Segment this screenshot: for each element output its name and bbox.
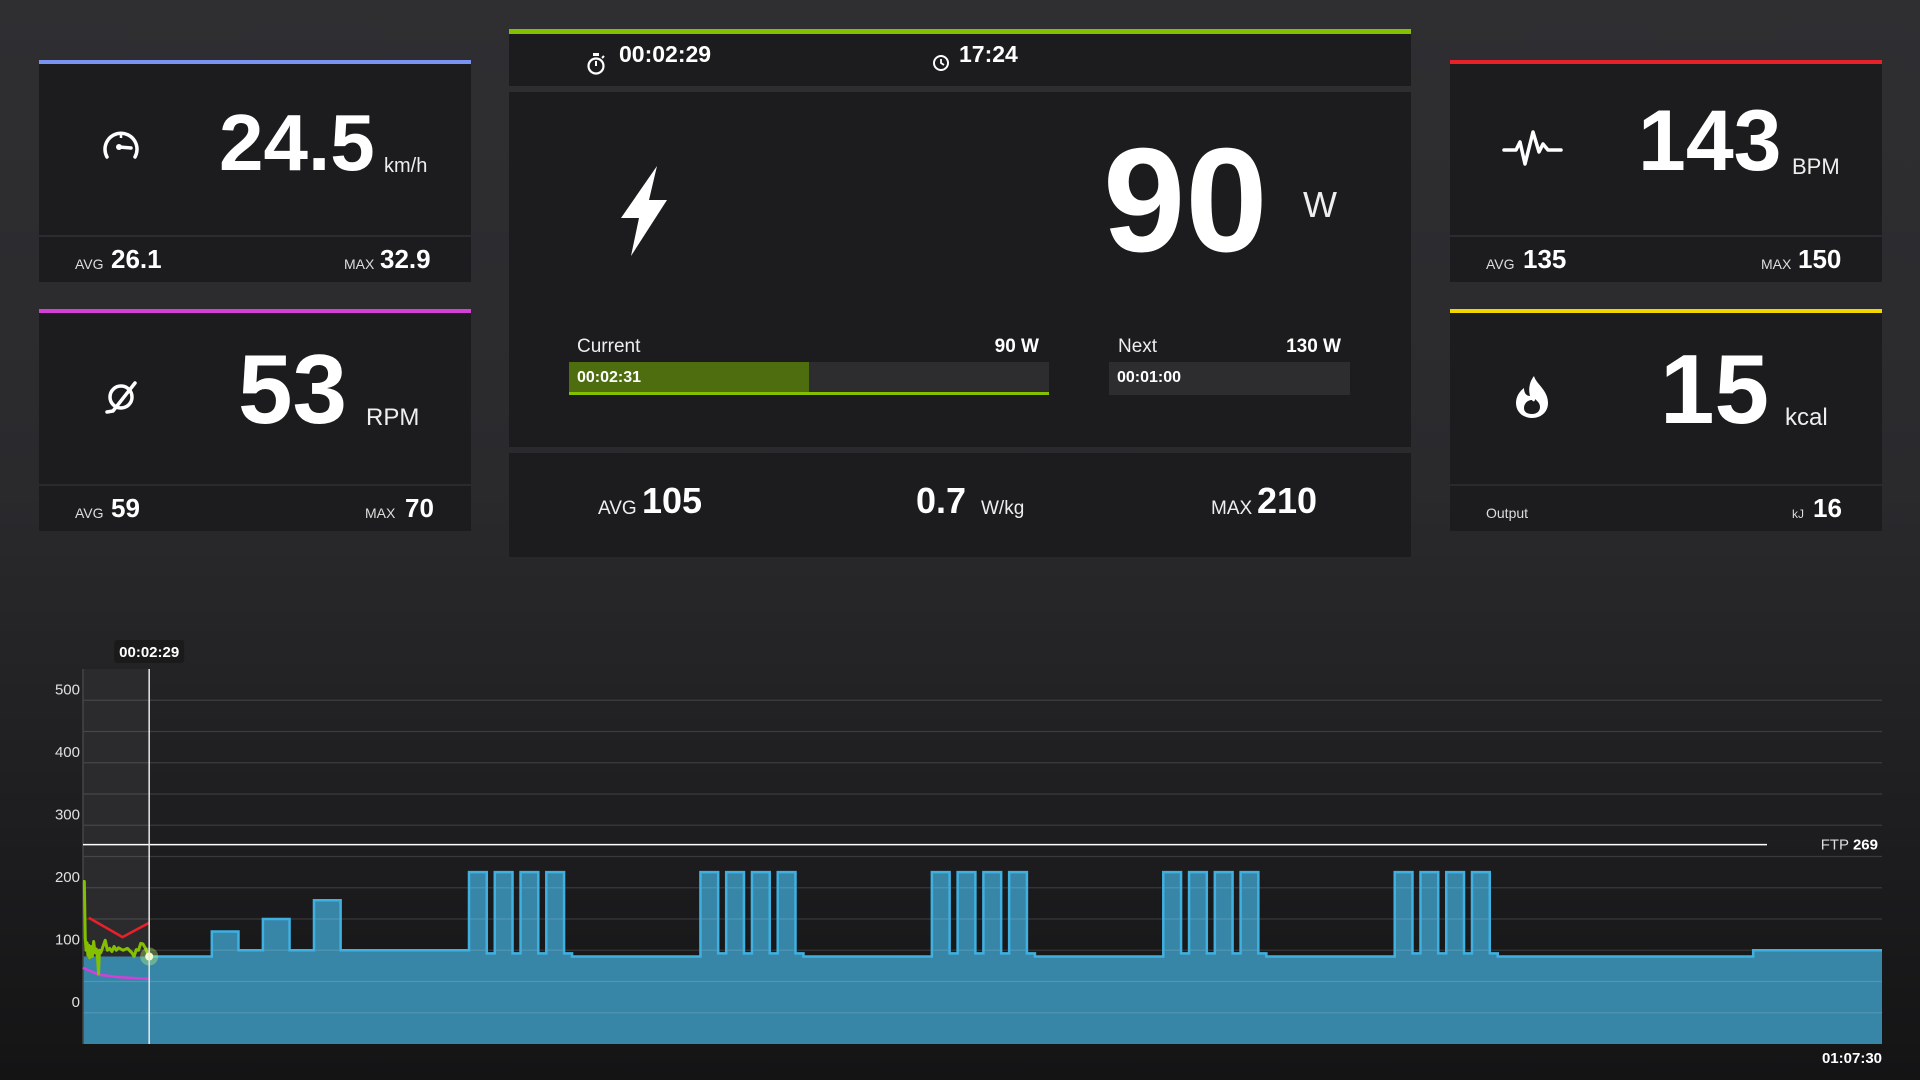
next-interval-label: Next <box>1118 336 1158 357</box>
cadence-stats: AVG 59 MAX 70 <box>39 486 471 531</box>
heart-rate-avg-value: 135 <box>1523 244 1567 274</box>
y-tick-label: 100 <box>55 931 80 948</box>
speed-avg-label: AVG <box>75 256 104 272</box>
workout-area <box>83 872 1882 1044</box>
speed-accent-bar <box>39 60 471 64</box>
calories-unit: kcal <box>1785 404 1828 431</box>
current-interval-label: Current <box>577 336 641 357</box>
speed-unit: km/h <box>384 155 428 177</box>
end-time-label: 01:07:30 <box>1822 1050 1882 1067</box>
heart-rate-avg-label: AVG <box>1486 256 1515 272</box>
power-unit: W <box>1303 184 1337 225</box>
y-tick-label: 300 <box>55 806 80 823</box>
power-max-value: 210 <box>1257 480 1318 521</box>
cadence-avg-value: 59 <box>111 493 140 523</box>
calories-accent-bar <box>1450 309 1882 313</box>
cadence-unit: RPM <box>366 404 420 431</box>
power-wkg-value: 0.7 <box>916 480 967 521</box>
cadence-value: 53 <box>238 334 348 444</box>
next-interval-box: 00:01:00 <box>1109 362 1350 395</box>
next-interval-target: 130 W <box>1286 336 1341 357</box>
output-value: 16 <box>1813 493 1842 523</box>
heart-rate-max-label: MAX <box>1761 256 1792 272</box>
cadence-max-value: 70 <box>405 493 434 523</box>
speed-max-label: MAX <box>344 256 375 272</box>
cadence-panel: 53 RPM AVG 59 MAX 70 <box>39 309 471 531</box>
heart-rate-accent-bar <box>1450 60 1882 64</box>
stopwatch-icon <box>587 53 605 75</box>
heart-rate-panel: 143 BPM AVG 135 MAX 150 <box>1450 60 1882 282</box>
cursor-tooltip-label: 00:02:29 <box>119 644 179 661</box>
speed-max-value: 32.9 <box>380 244 431 274</box>
y-tick-label: 400 <box>55 744 80 761</box>
header-accent-bar <box>509 29 1411 34</box>
y-tick-label: 0 <box>72 994 80 1011</box>
y-tick-label: 200 <box>55 869 80 886</box>
calories-stats: Output kJ 16 <box>1450 486 1882 531</box>
power-line <box>82 880 151 976</box>
output-label: Output <box>1486 505 1529 521</box>
power-wkg-unit: W/kg <box>981 498 1025 519</box>
power-value: 90 <box>1103 118 1268 283</box>
cadence-max-label: MAX <box>365 505 396 521</box>
speed-avg-value: 26.1 <box>111 244 162 274</box>
heart-rate-max-value: 150 <box>1798 244 1842 274</box>
power-avg-value: 105 <box>642 480 703 521</box>
speed-panel: 24.5 km/h AVG 26.1 MAX 32.9 <box>39 60 471 282</box>
ftp-label: FTP 269 <box>1821 837 1878 854</box>
timer-header: 00:02:29 17:24 <box>509 29 1411 86</box>
speedometer-icon <box>103 131 139 159</box>
speed-main <box>39 64 471 235</box>
workout-outline <box>149 870 1882 958</box>
power-max-label: MAX <box>1211 498 1253 519</box>
cursor-tooltip <box>114 640 185 663</box>
cadence-avg-label: AVG <box>75 505 104 521</box>
power-panel: 90 W Current 90 W 00:02:31 Next 130 W 00… <box>509 92 1411 447</box>
heart-rate-value: 143 <box>1638 93 1782 189</box>
clock-icon <box>933 55 949 71</box>
heartbeat-icon <box>1502 130 1563 166</box>
speed-value: 24.5 <box>219 98 375 187</box>
output-unit: kJ <box>1792 507 1804 521</box>
next-interval-time: 00:01:00 <box>1117 369 1182 386</box>
heart-rate-line <box>88 916 150 939</box>
power-stats-panel: AVG 105 0.7 W/kg MAX 210 <box>509 453 1411 557</box>
clock-time: 17:24 <box>959 41 1018 67</box>
heart-rate-unit: BPM <box>1792 154 1840 179</box>
calories-value: 15 <box>1660 334 1770 444</box>
y-tick-label: 500 <box>55 681 80 698</box>
speed-stats: AVG 26.1 MAX 32.9 <box>39 237 471 282</box>
current-interval-time: 00:02:31 <box>577 369 642 386</box>
cadence-line <box>82 966 150 981</box>
flame-icon <box>1516 376 1548 418</box>
heart-rate-stats: AVG 135 MAX 150 <box>1450 237 1882 282</box>
calories-panel: 15 kcal Output kJ 16 <box>1450 309 1882 531</box>
lightning-icon <box>621 166 667 256</box>
crank-icon <box>105 381 137 414</box>
cadence-accent-bar <box>39 309 471 313</box>
current-interval-progress-fill <box>569 362 809 392</box>
workout-chart: 0 100 200 300 400 500 FTP 269 00:02:29 01:07:30 <box>55 640 1882 1067</box>
power-avg-label: AVG <box>598 498 637 519</box>
current-interval-progress: 00:02:31 <box>569 362 1049 395</box>
elapsed-time: 00:02:29 <box>619 41 712 67</box>
current-interval-target: 90 W <box>994 336 1039 357</box>
